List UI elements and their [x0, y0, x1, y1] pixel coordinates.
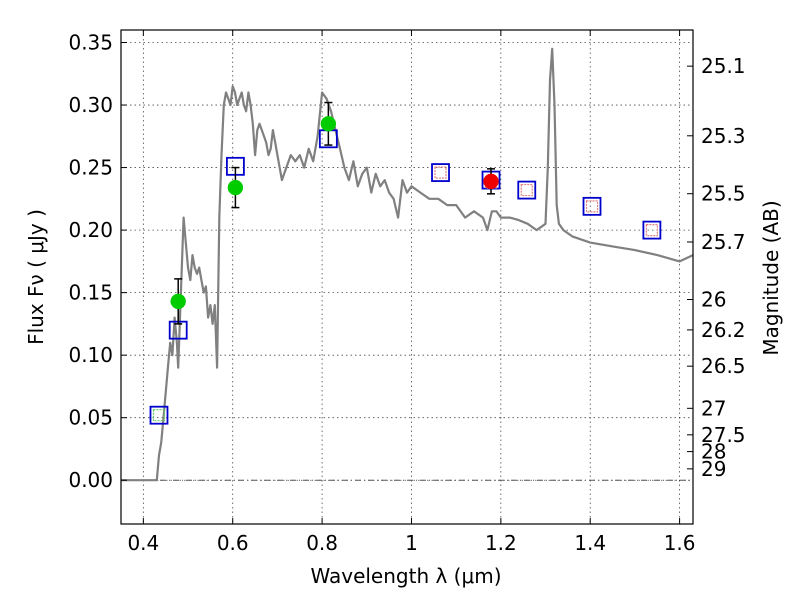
- right-tick-label: 29: [701, 457, 726, 481]
- model-sed-layer: [121, 47, 694, 482]
- right-tick-label: 25.7: [701, 230, 746, 254]
- right-axis-label: Magnitude (AB): [759, 200, 783, 355]
- model-flux-square: [149, 405, 169, 425]
- y-tick-label: 0.00: [68, 468, 113, 492]
- right-tick-label: 27.5: [701, 423, 746, 447]
- model-flux-square: [582, 196, 602, 216]
- y-tick-label: 0.30: [68, 93, 113, 117]
- right-tick-label: 27: [701, 396, 726, 420]
- observed-flux-point: [483, 173, 499, 190]
- plot-frame: [120, 29, 694, 525]
- y-axis-label: Flux Fν ( μJy ): [24, 209, 48, 345]
- right-tick-label: 26: [701, 288, 726, 312]
- limit-square: [152, 409, 166, 422]
- model-flux-square: [431, 163, 450, 182]
- right-tick-label: 26.2: [701, 318, 746, 342]
- x-tick-label: 1.4: [574, 531, 606, 555]
- sed-line: [121, 47, 694, 482]
- right-tick-label: 25.1: [701, 54, 746, 78]
- right-tick-label: 28: [701, 440, 726, 464]
- x-tick-label: 1.2: [485, 531, 517, 555]
- y-tick-label: 0.25: [68, 156, 113, 180]
- right-tick-label: 25.3: [701, 124, 746, 148]
- y-tick-label: 0.15: [68, 281, 113, 305]
- right-tick-label: 26.5: [701, 354, 746, 378]
- y-tick-label: 0.05: [68, 406, 113, 430]
- observed-flux-point: [227, 179, 244, 196]
- photometry-layer: [149, 101, 662, 425]
- x-tick-label: 1: [405, 531, 418, 555]
- y-tick-label: 0.20: [68, 218, 113, 242]
- limit-square: [645, 224, 658, 237]
- grid-layer: [121, 30, 693, 524]
- tick-layer: 0.4 0.6 0.8 1 1.2 1.4 1.6 0.00 0.05 0.10 0.15 0.20 0…: [68, 30, 746, 555]
- x-axis-label: Wavelength λ (μm): [310, 564, 501, 588]
- x-tick-label: 0.6: [217, 531, 249, 555]
- limit-square: [434, 166, 447, 179]
- y-tick-label: 0.10: [68, 343, 113, 367]
- limit-square: [585, 200, 599, 213]
- x-tick-label: 1.6: [664, 531, 696, 555]
- observed-flux-point: [320, 116, 337, 132]
- y-tick-label: 0.35: [68, 31, 113, 55]
- model-flux-square: [517, 180, 537, 200]
- observed-flux-point: [170, 293, 186, 310]
- limit-square: [520, 183, 533, 197]
- x-tick-label: 0.8: [306, 531, 338, 555]
- right-tick-label: 25.5: [701, 182, 746, 206]
- x-tick-label: 0.4: [127, 531, 159, 555]
- model-flux-square: [642, 220, 662, 240]
